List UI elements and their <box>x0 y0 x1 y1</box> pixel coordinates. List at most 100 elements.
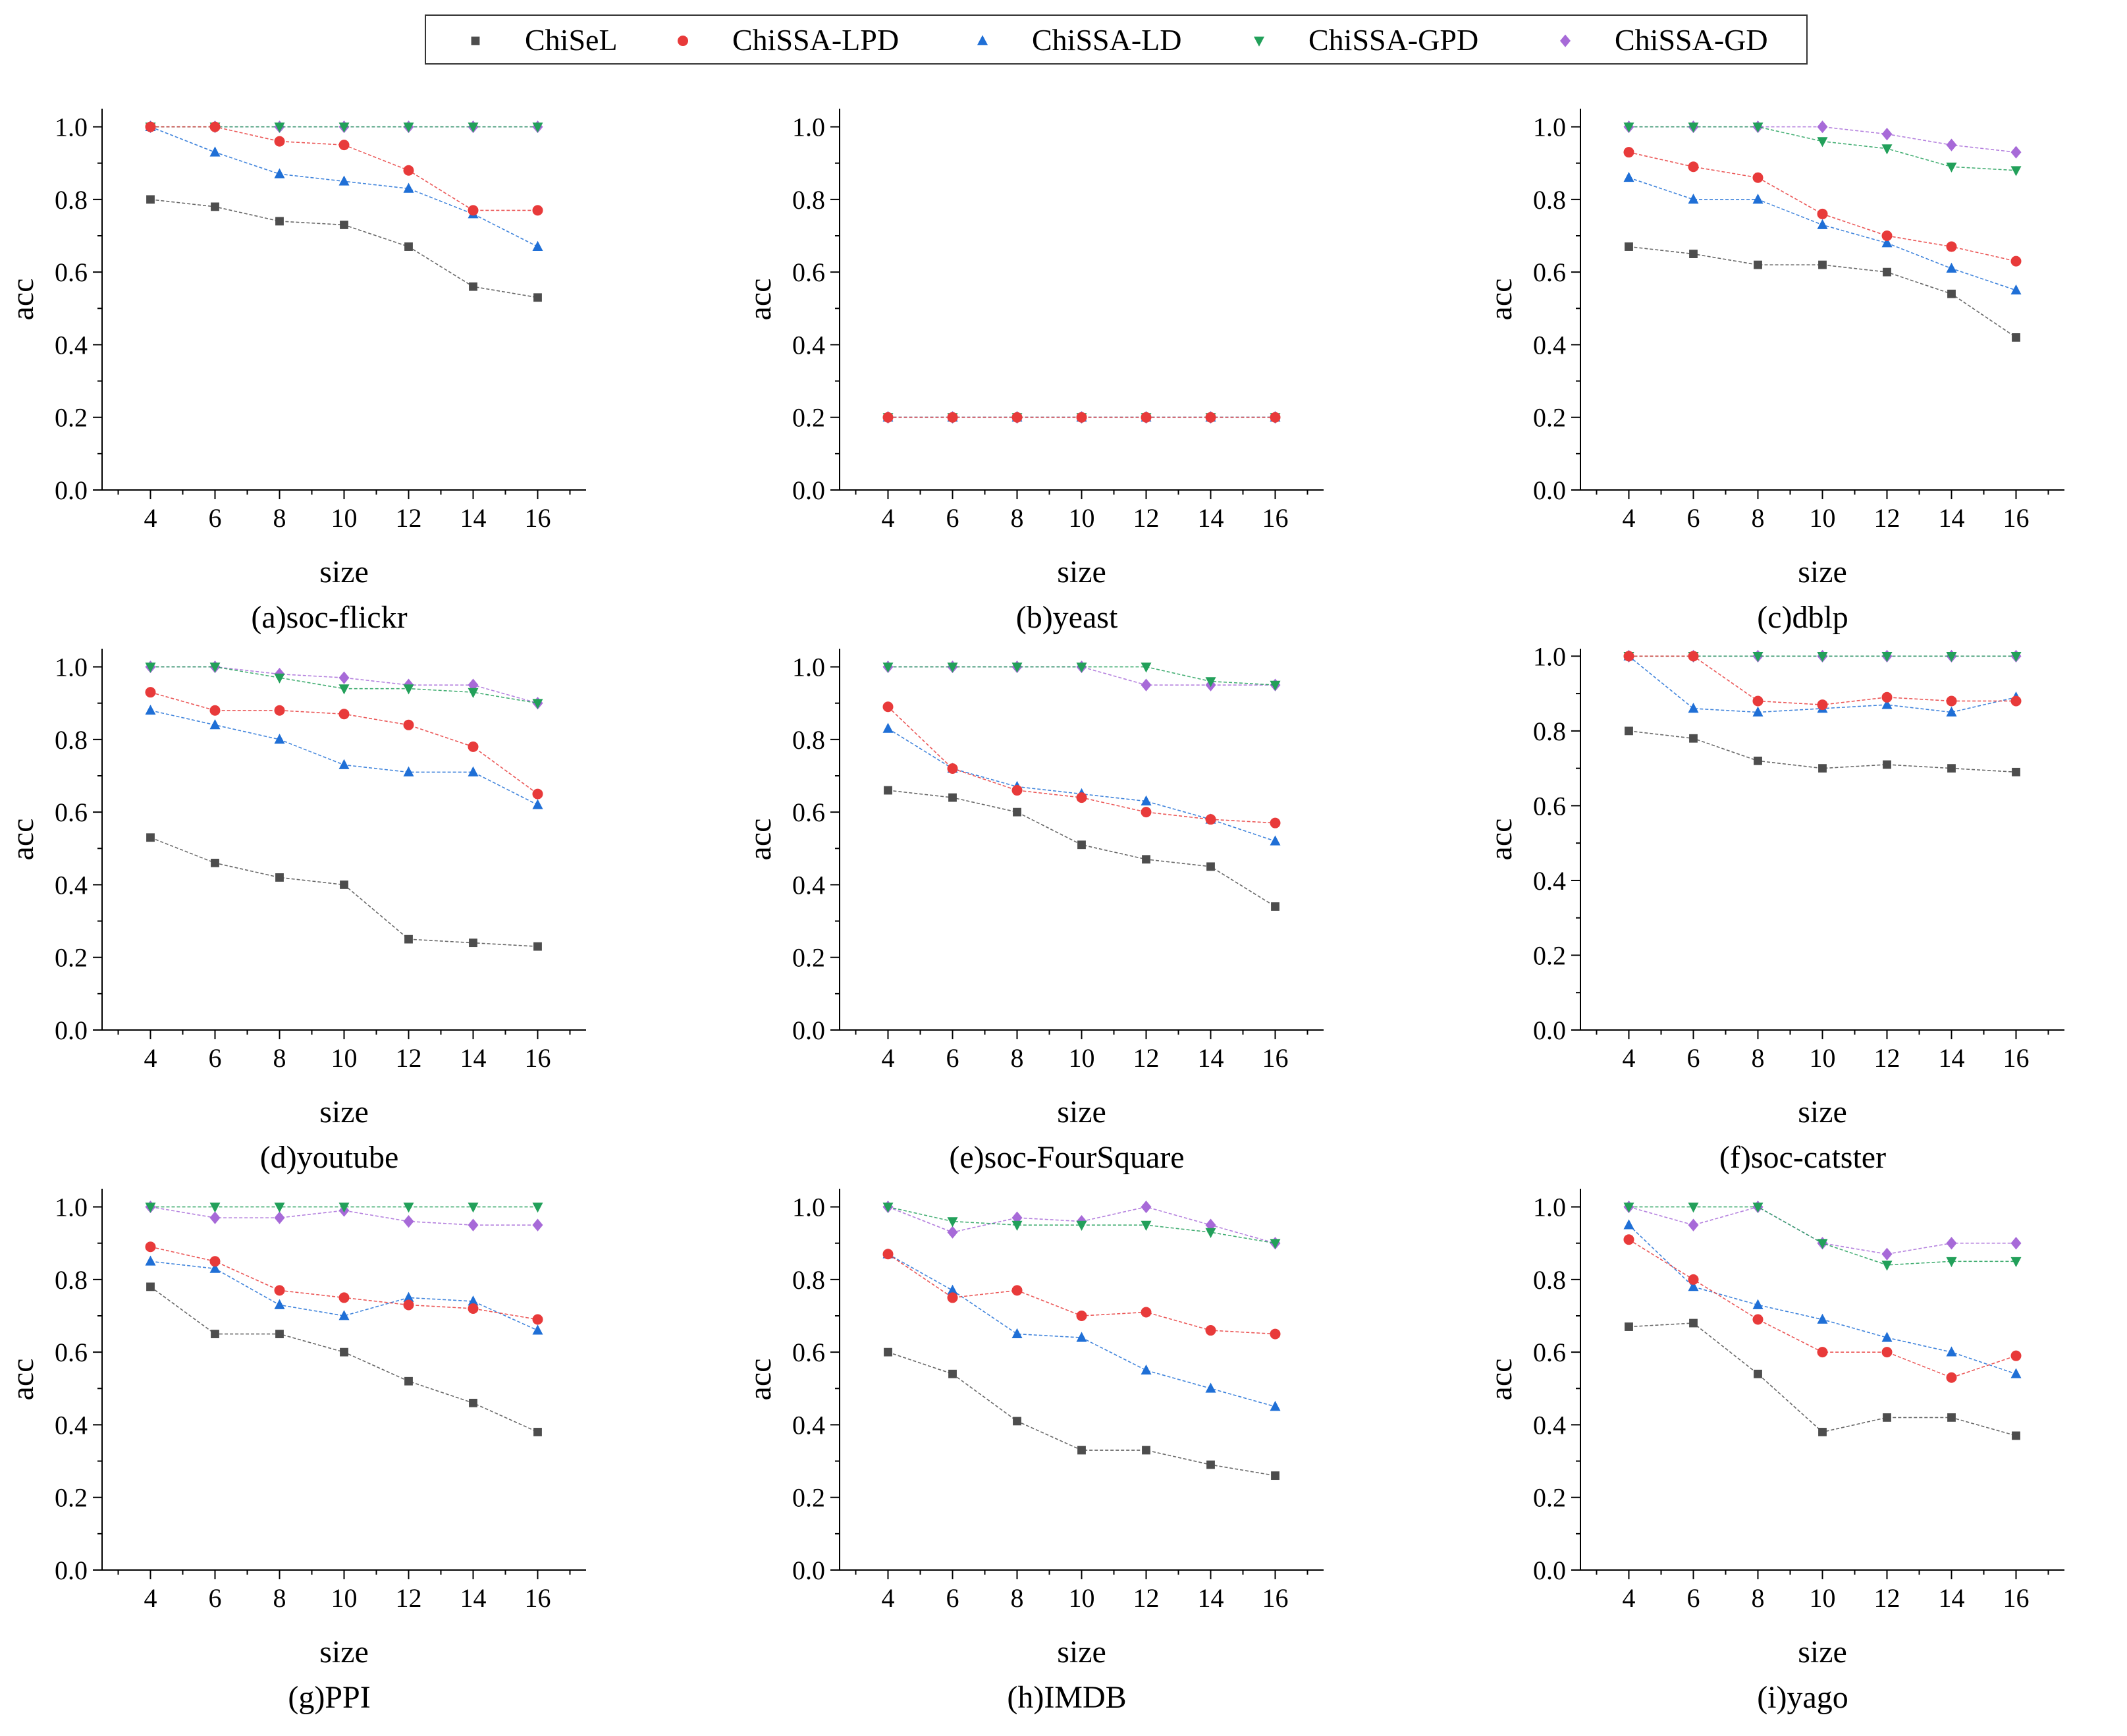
point-chisel <box>1142 855 1150 864</box>
point-chissa-gpd <box>1141 663 1152 673</box>
point-chissa-gpd <box>2010 1257 2022 1268</box>
y-tick-label: 0.8 <box>55 725 88 755</box>
x-tick-label: 14 <box>460 503 487 533</box>
x-tick-label: 6 <box>209 1043 222 1073</box>
point-chisel <box>1013 1417 1021 1426</box>
x-tick-label: 8 <box>273 1043 286 1073</box>
point-chissa-gd <box>1817 120 1828 134</box>
series-line-chisel <box>150 1286 538 1433</box>
point-chissa-gpd <box>1881 651 1893 663</box>
x-tick-label: 16 <box>525 1583 551 1613</box>
point-chissa-gpd <box>145 663 156 673</box>
y-axis-label: acc <box>5 819 40 861</box>
x-tick-label: 6 <box>1687 1043 1700 1073</box>
series-line-chisel <box>1629 246 2016 339</box>
series-line-chissa-ld <box>150 709 538 805</box>
panel-caption: (h)IMDB <box>1007 1680 1127 1715</box>
point-chissa-ld <box>1881 699 1893 709</box>
point-chisel <box>1142 1446 1150 1455</box>
point-chisel <box>1754 756 1762 765</box>
y-tick-label: 0.2 <box>792 1483 825 1513</box>
y-tick-label: 0.2 <box>1533 403 1566 433</box>
point-chissa-lpd <box>2010 695 2022 707</box>
point-chissa-gpd <box>338 122 350 133</box>
panel-soc-foursquare: 0.0 0.2 0.4 0.6 0.8 1.0 4 6 8 10 12 14 16 size acc (e)… <box>738 639 1396 1185</box>
series-line-chissa-lpd <box>150 692 538 795</box>
x-tick-label: 4 <box>1623 1043 1636 1073</box>
point-chissa-gpd <box>468 122 479 133</box>
point-chissa-ld <box>1881 237 1893 248</box>
point-chisel <box>1947 764 1956 773</box>
point-chisel <box>1947 289 1956 298</box>
y-tick-label: 0.8 <box>55 1265 88 1295</box>
point-chisel <box>1883 760 1891 769</box>
y-tick-label: 1.0 <box>792 653 825 682</box>
point-chissa-lpd <box>1946 695 1957 707</box>
panel-dblp: 0.0 0.2 0.4 0.6 0.8 1.0 4 6 8 10 12 14 16 size acc (c)… <box>1478 99 2127 645</box>
point-chissa-lpd <box>532 788 543 800</box>
y-axis-label: acc <box>743 279 778 321</box>
point-chissa-gpd <box>1270 680 1281 691</box>
point-chissa-lpd <box>882 1249 894 1260</box>
point-chissa-ld <box>1946 706 1957 717</box>
chart-soc-foursquare: 0.0 0.2 0.4 0.6 0.8 1.0 4 6 8 10 12 14 16 size acc <box>743 649 1324 1129</box>
point-chissa-gpd <box>209 663 221 673</box>
panel-yago: 0.0 0.2 0.4 0.6 0.8 1.0 4 6 8 10 12 14 16 size acc (i)… <box>1478 1179 2127 1725</box>
x-tick-label: 4 <box>1623 503 1636 533</box>
point-chissa-ld <box>532 1324 543 1335</box>
y-tick-label: 0.2 <box>792 943 825 973</box>
point-chissa-ld <box>145 1255 156 1266</box>
point-chisel <box>146 833 155 842</box>
point-chissa-ld <box>1946 1346 1957 1357</box>
point-chissa-ld <box>1817 219 1828 229</box>
point-chissa-lpd <box>1817 208 1828 219</box>
point-chissa-gpd <box>882 663 894 673</box>
point-chisel <box>1883 1413 1891 1422</box>
y-tick-label: 1.0 <box>55 1193 88 1222</box>
x-tick-label: 14 <box>460 1043 487 1073</box>
point-chissa-gpd <box>1946 651 1957 663</box>
point-chissa-ld <box>209 1262 221 1273</box>
series-line-chissa-gpd <box>1629 1206 2016 1266</box>
point-chissa-gpd <box>338 684 350 695</box>
series-line-chissa-lpd <box>150 1246 538 1320</box>
point-chissa-ld <box>532 240 543 251</box>
point-chissa-ld <box>338 175 350 186</box>
point-chissa-ld <box>1011 1328 1023 1338</box>
x-tick-label: 12 <box>1133 1583 1160 1613</box>
x-tick-label: 12 <box>1874 1583 1900 1613</box>
y-tick-label: 0.8 <box>792 725 825 755</box>
y-tick-label: 0.0 <box>792 475 825 505</box>
point-chissa-lpd <box>209 121 221 132</box>
point-chissa-ld <box>1141 795 1152 805</box>
point-chissa-lpd <box>1623 651 1634 662</box>
y-tick-label: 0.2 <box>1533 940 1566 970</box>
point-chissa-ld <box>2010 284 2022 295</box>
point-chissa-lpd <box>1817 1347 1828 1358</box>
point-chissa-gpd <box>532 122 543 133</box>
panel-caption: (a)soc-flickr <box>251 600 408 635</box>
point-chissa-gpd <box>1881 144 1893 155</box>
point-chissa-lpd <box>1205 412 1216 423</box>
point-chissa-lpd <box>1076 1311 1087 1321</box>
point-chisel <box>211 1330 219 1338</box>
point-chissa-gpd <box>1270 1239 1281 1249</box>
point-chissa-lpd <box>1623 147 1634 158</box>
panel-youtube: 0.0 0.2 0.4 0.6 0.8 1.0 4 6 8 10 12 14 16 size acc (d)… <box>0 639 659 1185</box>
legend-marker-chisel <box>471 36 480 45</box>
point-chisel <box>1818 1428 1827 1436</box>
point-chissa-gpd <box>882 1203 894 1213</box>
x-tick-label: 16 <box>1262 503 1289 533</box>
y-tick-label: 0.6 <box>55 798 88 827</box>
point-chissa-gpd <box>2010 651 2022 663</box>
point-chisel <box>1206 862 1215 871</box>
point-chissa-ld <box>1752 1299 1764 1309</box>
point-chissa-lpd <box>1141 1307 1152 1318</box>
y-tick-label: 0.0 <box>55 475 88 505</box>
x-tick-label: 14 <box>1198 1043 1224 1073</box>
y-tick-label: 0.6 <box>792 1338 825 1367</box>
point-chissa-ld <box>947 1284 958 1295</box>
x-tick-label: 12 <box>1133 1043 1160 1073</box>
x-tick-label: 16 <box>2003 1043 2030 1073</box>
point-chisel <box>275 873 284 882</box>
